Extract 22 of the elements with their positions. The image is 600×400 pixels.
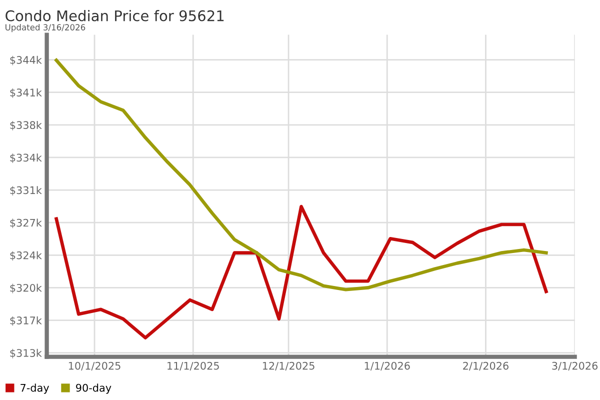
x-tick-label: 12/1/2025 — [262, 362, 314, 371]
y-tick-label: $344k — [10, 56, 42, 66]
x-tick-label: 1/1/2026 — [364, 362, 410, 371]
y-tick-label: $334k — [10, 154, 42, 163]
y-tick-label: $327k — [10, 218, 42, 228]
chart-subtitle: Updated 3/16/2026 — [6, 24, 86, 32]
x-tick-label: 3/1/2026 — [552, 362, 598, 371]
line-series — [54, 58, 548, 292]
y-tick-label: $313k — [10, 348, 42, 358]
y-tick-label: $341k — [10, 88, 42, 98]
y-tick-label: $331k — [10, 186, 42, 196]
y-tick-label: $317k — [10, 316, 42, 326]
line-series — [54, 204, 548, 340]
x-tick-label: 10/1/2025 — [68, 362, 120, 371]
y-tick-label: $338k — [10, 120, 42, 130]
y-tick-label: $320k — [10, 284, 42, 294]
y-tick-label: $324k — [10, 251, 42, 261]
chart-title: Condo Median Price for 95621 — [6, 10, 224, 22]
x-tick-label: 2/1/2026 — [463, 362, 508, 371]
x-tick-label: 11/1/2025 — [168, 362, 219, 371]
legend-label: 90-day — [76, 384, 112, 394]
legend-label: 7-day — [20, 384, 50, 394]
